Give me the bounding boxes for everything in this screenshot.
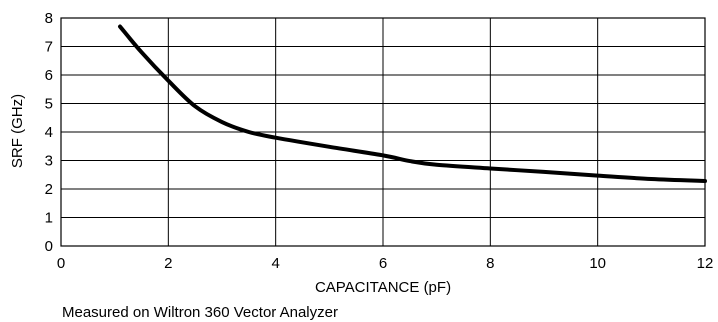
- y-axis-label: SRF (GHz): [9, 94, 26, 168]
- y-tick-labels: 0 1 2 3 4 5 6 7 8: [45, 10, 53, 255]
- x-tick-label: 6: [379, 255, 387, 272]
- x-tick-label: 0: [57, 255, 65, 272]
- x-axis-label: CAPACITANCE (pF): [315, 279, 451, 296]
- series-line-0: [118, 24, 707, 184]
- x-tick-label: 8: [486, 255, 494, 272]
- y-tick-label: 7: [45, 39, 53, 56]
- y-tick-label: 3: [45, 153, 53, 170]
- x-tick-label: 2: [164, 255, 172, 272]
- x-tick-label: 4: [271, 255, 279, 272]
- series-lines: [118, 24, 707, 184]
- y-tick-label: 2: [45, 181, 53, 198]
- y-tick-label: 4: [45, 124, 53, 141]
- y-tick-label: 8: [45, 10, 53, 27]
- footnote: Measured on Wiltron 360 Vector Analyzer: [62, 304, 338, 321]
- x-tick-label: 12: [697, 255, 714, 272]
- y-tick-label: 1: [45, 210, 53, 227]
- x-tick-labels: 0 2 4 6 8 10 12: [57, 255, 714, 272]
- x-tick-label: 10: [589, 255, 606, 272]
- plot-border: [60, 17, 706, 247]
- y-tick-label: 6: [45, 67, 53, 84]
- y-tick-label: 0: [45, 238, 53, 255]
- y-tick-label: 5: [45, 96, 53, 113]
- grid: [60, 17, 706, 247]
